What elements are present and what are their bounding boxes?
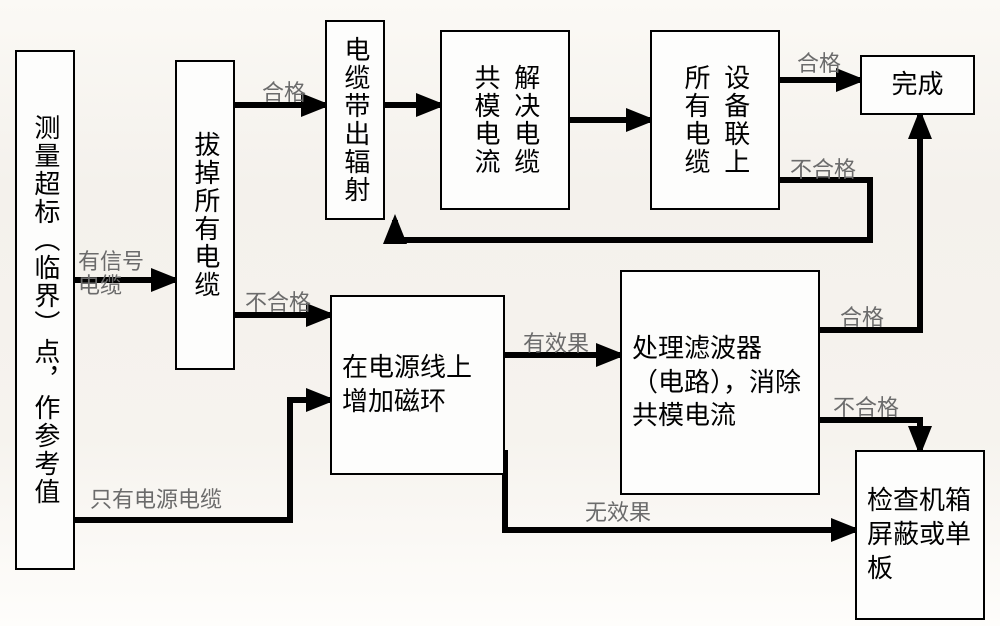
label-l1: 合格 (262, 75, 306, 107)
label-l5: 有信号电缆 (78, 250, 144, 298)
node-n3-label: 电缆带出辐射 (338, 36, 372, 204)
node-n3: 电缆带出辐射 (325, 20, 385, 220)
node-n8-label: 处理滤波器（电路），消除共模电流 (622, 326, 818, 439)
node-n5: 所有电缆设备联上 (650, 30, 780, 210)
node-n9-label: 检查机箱屏蔽或单板 (857, 478, 983, 591)
label-l9: 合格 (840, 300, 884, 332)
node-n6-label: 完成 (881, 62, 953, 108)
label-l6: 只有电源电缆 (90, 482, 222, 514)
arrow-10 (820, 420, 920, 450)
node-n7: 在电源线上增加磁环 (330, 295, 505, 475)
node-n2: 拔掉所有电缆 (175, 60, 235, 370)
label-l4: 不合格 (790, 152, 856, 184)
node-n1-label: 测量超标（临界）点，作参考值 (28, 114, 62, 506)
label-l3: 合格 (797, 46, 841, 78)
node-n8: 处理滤波器（电路），消除共模电流 (620, 270, 820, 495)
node-n6: 完成 (860, 55, 975, 115)
label-l7: 有效果 (523, 326, 589, 358)
flowchart-canvas: 测量超标（临界）点，作参考值 拔掉所有电缆 电缆带出辐射 共模电流解决电缆所有电缆设备… (0, 0, 1000, 626)
label-l10: 不合格 (833, 390, 899, 422)
node-n9: 检查机箱屏蔽或单板 (855, 450, 985, 620)
node-n7-label: 在电源线上增加磁环 (332, 345, 503, 425)
node-n2-label: 拔掉所有电缆 (188, 131, 222, 299)
label-l8: 无效果 (585, 495, 651, 527)
node-n4: 共模电流解决电缆 (440, 30, 570, 210)
node-n1: 测量超标（临界）点，作参考值 (15, 50, 75, 570)
label-l2: 不合格 (245, 285, 311, 317)
